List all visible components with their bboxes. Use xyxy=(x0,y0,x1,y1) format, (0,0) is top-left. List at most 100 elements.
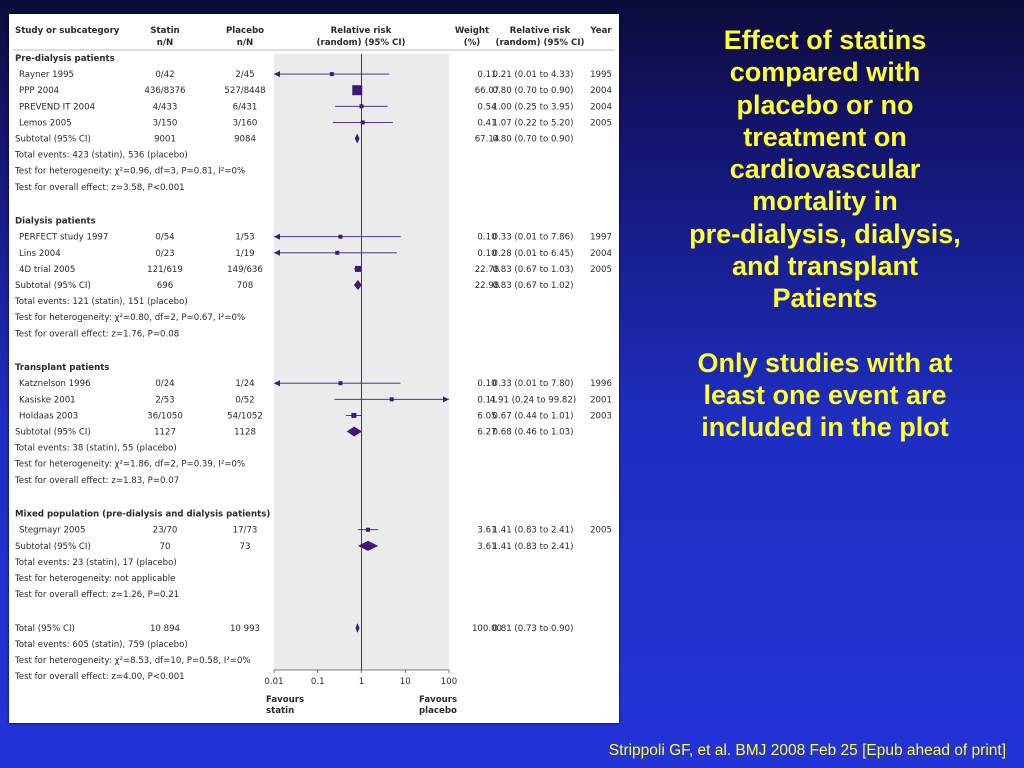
subtotal-row-placebo: 708 xyxy=(237,281,253,291)
total-row-statin: 10 894 xyxy=(150,624,180,634)
title-line: Effect of statins xyxy=(723,25,927,55)
study-row-statin: 0/42 xyxy=(155,70,174,80)
total-stat-line: Test for overall effect: z=4.00, P<0.001 xyxy=(14,672,185,682)
header-placebo-sub: n/N xyxy=(237,38,253,48)
study-row-placebo: 6/431 xyxy=(233,102,258,112)
study-ci-line-arrow-left xyxy=(274,249,280,256)
study-row-label: Lemos 2005 xyxy=(19,118,72,128)
study-row-weight: 6.05 xyxy=(477,411,496,421)
study-row-statin: 436/8376 xyxy=(144,86,185,96)
study-row-label: PREVEND IT 2004 xyxy=(19,102,95,112)
study-row-year: 1995 xyxy=(590,70,612,80)
subtotal-row-statin: 696 xyxy=(157,281,173,291)
subtotal-row-label: Subtotal (95% CI) xyxy=(15,428,91,438)
group-stat-line: Total events: 23 (statin), 17 (placebo) xyxy=(14,558,177,568)
subtotal-row-weight: 67.14 xyxy=(475,135,500,145)
title-line: placebo or no xyxy=(736,89,914,120)
header-relative-risk: Relative risk xyxy=(331,26,392,36)
study-row-rr-text: 0.33 (0.01 to 7.86) xyxy=(493,233,574,243)
study-row-statin: 3/150 xyxy=(153,118,178,128)
subtotal-row-label: Subtotal (95% CI) xyxy=(15,542,91,552)
study-row-weight: 0.41 xyxy=(477,118,496,128)
subtotal-row-weight: 6.27 xyxy=(477,428,496,438)
total-stat-line: Total events: 605 (statin), 759 (placebo… xyxy=(14,640,188,650)
subtotal-row-statin: 70 xyxy=(160,542,171,552)
study-row-year: 2003 xyxy=(590,411,612,421)
group-stat-line: Test for heterogeneity: not applicable xyxy=(14,574,175,584)
study-row-rr-text: 1.00 (0.25 to 3.95) xyxy=(493,102,574,112)
group-stat-line: Test for overall effect: z=1.83, P=0.07 xyxy=(14,476,179,486)
study-row-rr-text: 0.21 (0.01 to 4.33) xyxy=(493,70,574,80)
study-row-placebo: 2/45 xyxy=(235,70,254,80)
subtotal-diamond xyxy=(353,280,362,291)
study-row-weight: 22.78 xyxy=(475,265,500,275)
total-row-weight: 100.00 xyxy=(472,624,502,634)
header-weight: Weight xyxy=(455,26,489,36)
note-line: included in the plot xyxy=(701,412,949,443)
study-row-label: Kasiske 2001 xyxy=(19,395,76,405)
study-row-label: 4D trial 2005 xyxy=(19,265,75,275)
study-row-statin: 2/53 xyxy=(155,395,174,405)
study-point xyxy=(351,412,357,418)
study-row-rr-text: 1.07 (0.22 to 5.20) xyxy=(493,118,574,128)
study-row-label: Holdaas 2003 xyxy=(19,411,78,421)
total-stat-line: Test for heterogeneity: χ²=8.53, df=10, … xyxy=(14,656,251,666)
note-line: least one event are xyxy=(703,379,947,410)
group-stat-line: Test for heterogeneity: χ²=0.80, df=2, P… xyxy=(14,313,245,323)
note-line: Only studies with at xyxy=(697,347,953,378)
subtotal-row-placebo: 9084 xyxy=(234,135,256,145)
subtotal-row-rr-text: 1.41 (0.83 to 2.41) xyxy=(493,542,574,552)
study-row-weight: 0.10 xyxy=(477,249,496,259)
study-row-statin: 0/24 xyxy=(155,379,174,389)
study-row-rr-text: 0.28 (0.01 to 6.45) xyxy=(493,249,574,259)
study-row-year: 2005 xyxy=(590,118,612,128)
study-point xyxy=(329,72,334,77)
study-row-label: Lins 2004 xyxy=(19,249,61,259)
group-stat-line: Test for heterogeneity: χ²=0.96, df=3, P… xyxy=(14,167,245,177)
title-line: Patients xyxy=(772,283,878,314)
study-row-placebo: 1/53 xyxy=(235,233,254,243)
study-row-label: PERFECT study 1997 xyxy=(19,233,108,243)
study-row-weight: 3.61 xyxy=(477,526,496,536)
subtotal-row-rr-text: 0.80 (0.70 to 0.90) xyxy=(493,135,574,145)
subtotal-diamond xyxy=(354,133,360,144)
study-row-placebo: 3/160 xyxy=(233,118,258,128)
header-rr-text-sub: (random) (95% CI) xyxy=(496,38,585,48)
study-point xyxy=(389,397,394,402)
total-row-placebo: 10 993 xyxy=(230,624,260,634)
favours-statin-label: Favours xyxy=(266,695,304,705)
header-study: Study or subcategory xyxy=(15,26,120,36)
study-ci-line-arrow-left xyxy=(274,71,280,78)
study-row-rr-text: 0.67 (0.44 to 1.01) xyxy=(493,411,574,421)
total-row-label: Total (95% CI) xyxy=(14,624,75,634)
header-statin: Statin xyxy=(150,26,179,36)
study-row-statin: 0/54 xyxy=(155,233,174,243)
study-row-placebo: 1/19 xyxy=(235,249,254,259)
group-stat-line: Test for heterogeneity: χ²=1.86, df=2, P… xyxy=(14,460,245,470)
study-row-label: Rayner 1995 xyxy=(19,70,74,80)
total-diamond xyxy=(355,622,360,633)
header-statin-sub: n/N xyxy=(157,38,173,48)
slide-title: Effect of statins compared with placebo … xyxy=(640,24,1010,315)
study-row-rr-text: 1.41 (0.83 to 2.41) xyxy=(493,526,574,536)
favours-statin-label: statin xyxy=(266,706,294,716)
study-point xyxy=(354,265,361,272)
forest-plot-panel: Study or subcategory Statin n/N Placebo n/N R… xyxy=(9,14,619,723)
study-row-year: 2001 xyxy=(590,395,612,405)
study-row-placebo: 17/73 xyxy=(233,526,258,536)
subtotal-row-placebo: 1128 xyxy=(234,428,256,438)
subtotal-row-rr-text: 0.68 (0.46 to 1.03) xyxy=(493,428,574,438)
group-stat-line: Test for overall effect: z=1.76, P=0.08 xyxy=(14,329,179,339)
favours-placebo-label: Favours xyxy=(419,695,457,705)
study-row-year: 2004 xyxy=(590,249,612,259)
title-line: pre-dialysis, dialysis, xyxy=(689,218,961,249)
group-stat-line: Test for overall effect: z=3.58, P<0.001 xyxy=(14,183,185,193)
group-stat-line: Total events: 423 (statin), 536 (placebo… xyxy=(14,151,188,161)
study-row-weight: 0.10 xyxy=(477,233,496,243)
study-row-statin: 0/23 xyxy=(155,249,174,259)
study-row-year: 2004 xyxy=(590,102,612,112)
title-line: and transplant xyxy=(731,251,919,282)
header-weight-sub: (%) xyxy=(464,38,481,48)
study-point xyxy=(360,120,365,125)
subtotal-row-label: Subtotal (95% CI) xyxy=(15,281,91,291)
